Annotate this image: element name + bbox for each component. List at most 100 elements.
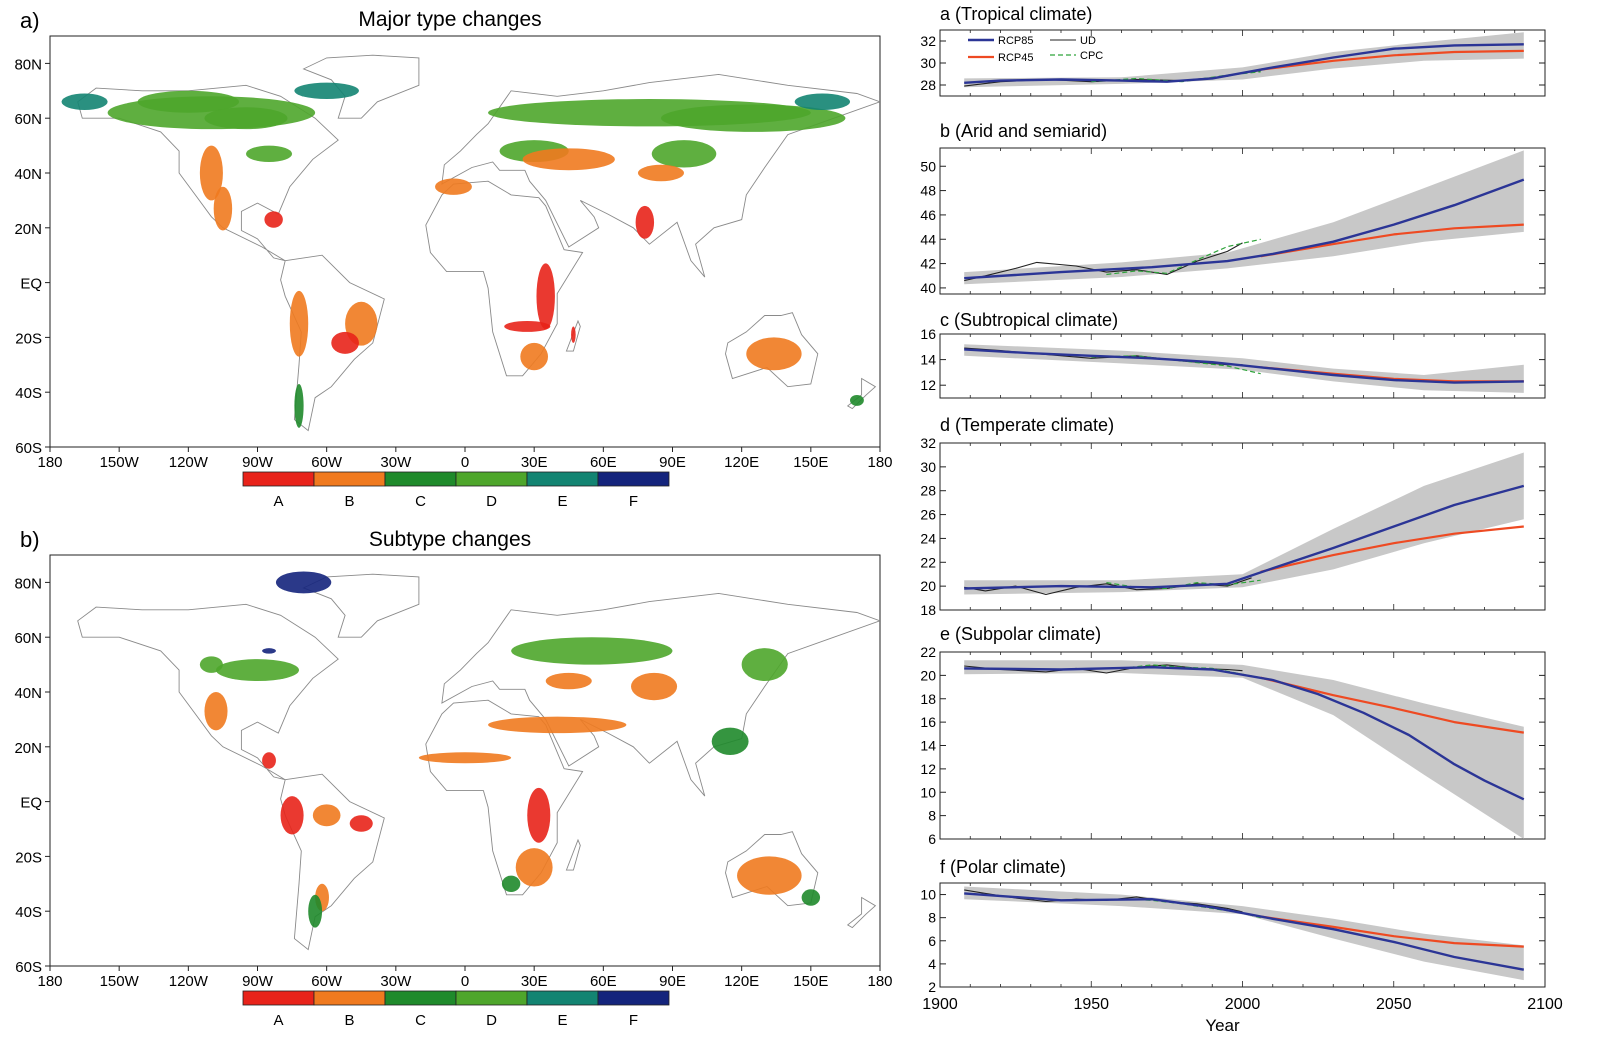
lon-tick-label: 60E <box>590 454 617 471</box>
climate-change-patch <box>631 672 678 701</box>
climate-change-patch <box>349 815 373 832</box>
series-cpc <box>1106 238 1261 276</box>
y-tick-label: 14 <box>920 738 936 754</box>
continent-north-america <box>77 603 339 781</box>
lat-tick-label: 20N <box>14 740 42 757</box>
climate-change-patch <box>536 263 555 330</box>
legend-swatch-c <box>384 990 457 1006</box>
plot-area <box>964 452 1525 596</box>
y-tick-label: 10 <box>920 887 936 903</box>
uncertainty-band <box>964 32 1524 88</box>
series-rcp85 <box>964 484 1525 590</box>
lon-tick-label: 120E <box>724 973 759 990</box>
climate-change-patch <box>262 752 276 769</box>
y-tick-label: 50 <box>920 158 936 174</box>
legend-label: E <box>557 1012 567 1029</box>
lon-tick-label: 90W <box>242 973 274 990</box>
legend-label: C <box>415 1012 426 1029</box>
lat-tick-label: 20S <box>15 849 42 866</box>
climate-change-patch <box>571 326 576 343</box>
series-rcp45 <box>1260 49 1524 71</box>
lon-tick-label: 30W <box>380 454 412 471</box>
legend-label: A <box>273 1012 283 1029</box>
legend-swatch-e <box>526 471 599 487</box>
legend-label: B <box>344 1012 354 1029</box>
series-rcp85 <box>964 892 1525 971</box>
continent-africa <box>425 699 584 896</box>
map-panel-a: a) Major type changes 80N 60N 40N 20N EQ 20S 40S… <box>14 8 892 510</box>
lat-tick-label: 40S <box>15 385 42 402</box>
map-title: Subtype changes <box>369 528 531 551</box>
lat-tick-label: 60S <box>15 440 42 457</box>
climate-change-patch <box>651 140 717 168</box>
lon-tick-label: 120W <box>169 973 209 990</box>
series-rcp85 <box>964 666 1525 801</box>
climate-change-patch <box>520 342 549 371</box>
series-rcp45 <box>1260 223 1524 258</box>
series-rcp45 <box>1260 525 1524 573</box>
y-tick-label: 16 <box>920 326 936 342</box>
panel-title: b (Arid and semiarid) <box>940 121 1107 141</box>
climate-change-patch <box>289 290 309 357</box>
legend-swatch-a <box>242 471 315 487</box>
y-tick-label: 20 <box>920 667 936 683</box>
panel-title: e (Subpolar climate) <box>940 624 1101 644</box>
y-tick-label: 22 <box>920 644 936 660</box>
legend-label: F <box>629 493 638 510</box>
lat-tick-label: 40N <box>14 166 42 183</box>
y-tick-label: 8 <box>928 808 936 824</box>
series-legend: RCP85 RCP45 UD CPC <box>968 35 1103 64</box>
lat-tick-label: 40S <box>15 904 42 921</box>
plot-area <box>964 32 1524 88</box>
plot-area <box>964 344 1524 393</box>
lon-tick-label: 180 <box>37 973 62 990</box>
climate-change-patch <box>199 656 223 673</box>
climate-change-patch <box>312 804 341 827</box>
lon-tick-label: 150E <box>793 973 828 990</box>
y-tick-label: 18 <box>920 691 936 707</box>
legend-label-rcp45: RCP45 <box>998 52 1033 64</box>
series-rcp85 <box>964 348 1524 384</box>
climate-change-patch <box>711 727 749 756</box>
y-tick-label: 14 <box>920 352 936 368</box>
legend-label-cpc: CPC <box>1080 50 1103 62</box>
y-tick-label: 26 <box>920 507 936 523</box>
legend-label: F <box>629 1012 638 1029</box>
series-rcp45 <box>1260 676 1524 734</box>
climate-change-patch <box>137 90 240 113</box>
climate-change-patch <box>637 164 685 182</box>
lat-tick-label: 20S <box>15 330 42 347</box>
climate-change-patch <box>280 796 304 835</box>
lon-tick-label: 30W <box>380 973 412 990</box>
legend-label-rcp85: RCP85 <box>998 35 1033 47</box>
climate-change-patch <box>262 648 276 654</box>
uncertainty-band <box>964 452 1524 595</box>
lon-tick-label: 90E <box>659 973 686 990</box>
line-panel-f: f (Polar climate) 2 4 6 8 10 <box>920 857 1546 995</box>
climate-change-patch <box>213 186 233 231</box>
lon-tick-label: 60W <box>311 973 343 990</box>
map-content <box>77 571 880 951</box>
lat-tick-label: 20N <box>14 221 42 238</box>
panel-label: a) <box>20 8 40 33</box>
climate-change-patch <box>746 337 802 371</box>
y-tick-label: 6 <box>928 831 936 847</box>
y-tick-label: 22 <box>920 554 936 570</box>
lon-tick-label: 150E <box>793 454 828 471</box>
lon-tick-label: 0 <box>461 454 469 471</box>
climate-change-patch <box>308 894 323 928</box>
lat-tick-label: 60S <box>15 959 42 976</box>
y-tick-label: 46 <box>920 207 936 223</box>
lon-tick-label: 30E <box>521 973 548 990</box>
lat-tick-label: 60N <box>14 630 42 647</box>
climate-change-patch <box>737 856 802 895</box>
lon-tick-label: 60E <box>590 973 617 990</box>
panel-title: a (Tropical climate) <box>940 4 1092 24</box>
lon-tick-label: 180 <box>867 973 892 990</box>
map-title: Major type changes <box>358 8 541 31</box>
legend-label: A <box>273 493 283 510</box>
lon-tick-label: 90W <box>242 454 274 471</box>
climate-change-patch <box>61 93 108 110</box>
lon-tick-label: 120E <box>724 454 759 471</box>
